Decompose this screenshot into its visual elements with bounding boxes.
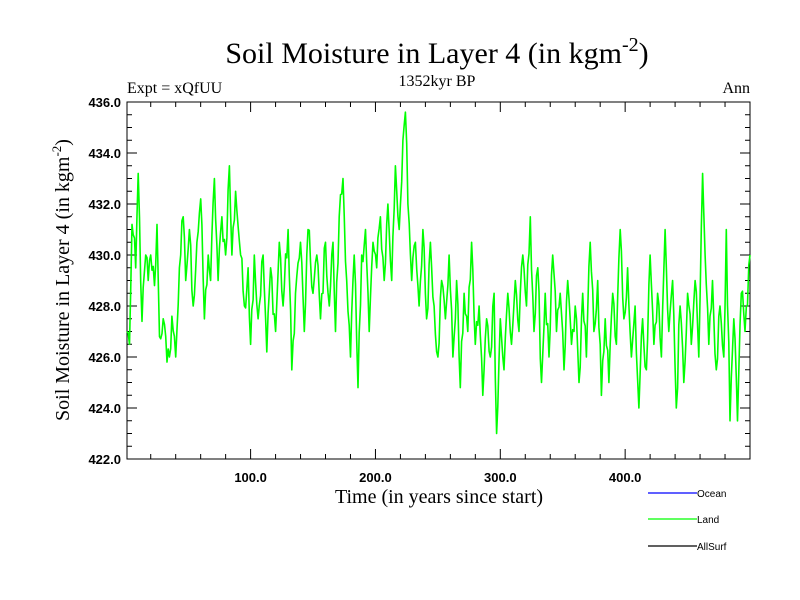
axis-ticks: 422.0 424.0 426.0 428.0 430.0 432.0 434.0 436.0… xyxy=(88,95,750,485)
legend: Ocean Land AllSurf xyxy=(648,489,727,553)
y-tick-label: 430.0 xyxy=(88,248,121,263)
x-tick-label: 100.0 xyxy=(234,470,267,485)
x-tick-label: 400.0 xyxy=(609,470,642,485)
season-label: Ann xyxy=(722,80,750,97)
y-tick-label: 424.0 xyxy=(88,401,121,416)
y-tick-label: 434.0 xyxy=(88,146,121,161)
y-tick-label: 436.0 xyxy=(88,95,121,110)
y-tick-label: 426.0 xyxy=(88,350,121,365)
plot-frame xyxy=(126,101,751,460)
legend-label-land: Land xyxy=(697,515,719,526)
y-tick-label: 422.0 xyxy=(88,452,121,467)
series-line-land xyxy=(126,111,751,435)
series-layer xyxy=(126,111,751,435)
chart-title: Soil Moisture in Layer 4 (in kgm-2) xyxy=(225,34,648,70)
experiment-label: Expt = xQfUU xyxy=(127,80,223,97)
x-axis-label: Time (in years since start) xyxy=(335,486,543,508)
period-label: 1352kyr BP xyxy=(399,73,476,90)
x-tick-label: 300.0 xyxy=(484,470,517,485)
legend-label-ocean: Ocean xyxy=(697,489,726,500)
x-tick-label: 200.0 xyxy=(359,470,392,485)
y-tick-label: 432.0 xyxy=(88,197,121,212)
legend-label-allsurf: AllSurf xyxy=(697,542,727,553)
y-axis-label: Soil Moisture in Layer 4 (in kgm-2) xyxy=(49,139,74,421)
y-tick-label: 428.0 xyxy=(88,299,121,314)
